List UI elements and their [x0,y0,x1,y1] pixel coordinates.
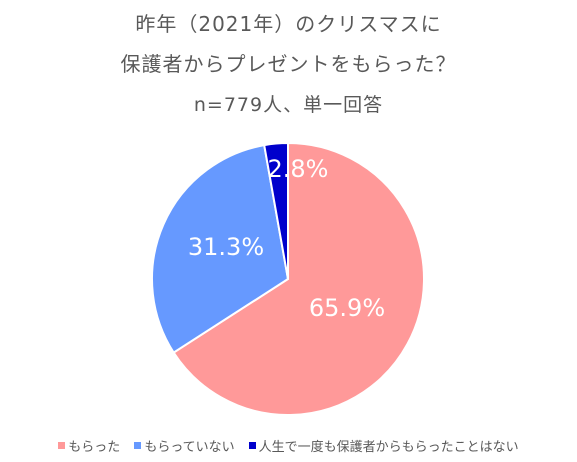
legend-swatch [58,442,66,449]
legend-label: もらっていない [144,440,235,455]
data-label-3: 2.8% [268,155,329,183]
data-label-1: 65.9% [309,294,385,322]
pie-slice-3 [263,141,289,280]
legend-swatch [248,442,256,449]
chart-legend: もらった もらっていない 人生で一度も保護者からもらったことはない [0,436,577,455]
legend-item-3: 人生で一度も保護者からもらったことはない [248,436,519,455]
legend-item-1: もらった [58,436,120,455]
data-label-2: 31.3% [188,233,264,261]
chart-title-line2: 保護者からプレゼントをもらった？ [120,52,457,76]
pie-slice-2 [151,143,290,354]
legend-swatch [134,442,142,449]
chart-subtitle: n=779人、単一回答 [193,94,384,116]
pie-slice-1 [172,141,426,416]
legend-label: もらった [68,440,121,455]
legend-label: 人生で一度も保護者からもらったことはない [258,440,519,455]
legend-item-2: もらっていない [134,436,235,455]
chart-title-line1: 昨年（2021年）のクリスマスに [135,12,442,36]
